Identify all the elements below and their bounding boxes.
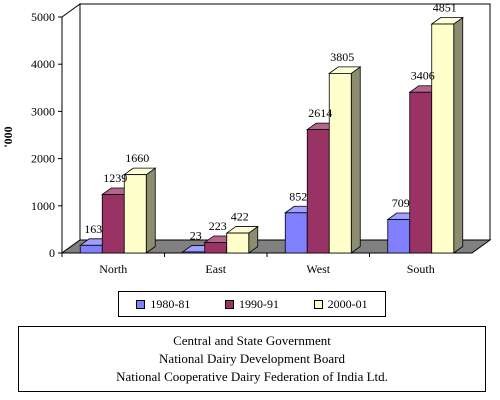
legend-swatch-1980-81	[136, 299, 146, 309]
data-label: 1239	[103, 171, 127, 185]
bar-2000-01-East	[225, 225, 259, 254]
legend-item-1990-91: 1990-91	[224, 296, 279, 312]
bar-front	[409, 91, 433, 254]
data-label: 709	[392, 196, 410, 210]
y-axis-label: '000	[1, 126, 15, 147]
bar-side	[350, 66, 361, 254]
bar-front	[79, 244, 103, 254]
source-note: Central and State Government National Da…	[18, 326, 486, 392]
x-tick-label: South	[407, 262, 435, 276]
y-tick-label: 4000	[31, 57, 55, 71]
bar-2000-01-North	[123, 167, 157, 254]
y-tick-label: 3000	[31, 104, 55, 118]
source-line: National Cooperative Dairy Federation of…	[116, 369, 388, 384]
bar-side	[453, 16, 464, 254]
chart-bars	[79, 16, 464, 254]
source-line: Central and State Government	[173, 333, 331, 348]
bar-2000-01-South	[430, 16, 464, 254]
x-tick-label: West	[306, 262, 330, 276]
legend-swatch-2000-01	[313, 299, 323, 309]
data-label: 23	[190, 228, 202, 242]
legend-item-2000-01: 2000-01	[313, 296, 368, 312]
y-tick-label: 5000	[31, 10, 55, 24]
data-label: 422	[231, 210, 249, 224]
data-label: 1660	[125, 151, 149, 165]
y-tick-label: 2000	[31, 152, 55, 166]
legend-item-1980-81: 1980-81	[136, 297, 190, 312]
chart-floor	[60, 3, 492, 254]
bar-side	[145, 167, 156, 254]
data-label: 3406	[411, 69, 435, 83]
bar-front	[387, 219, 411, 254]
chart-labels: 163 1239 1660 23 223 422 852 2614 3805 709 3406 485…	[84, 1, 457, 243]
data-label: 223	[209, 219, 227, 233]
bar-front	[284, 212, 308, 254]
data-label: 163	[84, 222, 102, 236]
bar-front	[431, 23, 455, 254]
legend-label: 1980-81	[150, 296, 191, 311]
y-tick-label: 1000	[31, 199, 55, 213]
x-tick-label: North	[99, 262, 127, 276]
bar-2000-01-West	[328, 66, 362, 254]
legend-label: 1990-91	[238, 296, 279, 311]
bar-front	[328, 73, 352, 254]
y-tick-label: 0	[49, 246, 55, 260]
legend-label: 2000-01	[327, 296, 368, 311]
bar-front	[204, 242, 228, 254]
bar-front	[123, 174, 147, 254]
bar-front	[226, 232, 250, 254]
x-tick-label: East	[205, 262, 226, 276]
data-label: 3805	[330, 50, 354, 64]
chart-side-wall	[61, 3, 81, 254]
bar-front	[101, 194, 125, 254]
data-label: 852	[289, 189, 307, 203]
source-line: National Dairy Development Board	[159, 351, 345, 366]
data-label: 4851	[433, 1, 457, 15]
bar-front	[182, 251, 206, 254]
data-label: 2614	[308, 106, 332, 120]
bar-front	[306, 129, 330, 254]
chart-legend: 1980-81 1990-91 2000-01	[118, 291, 386, 317]
legend-swatch-1990-91	[224, 299, 234, 309]
